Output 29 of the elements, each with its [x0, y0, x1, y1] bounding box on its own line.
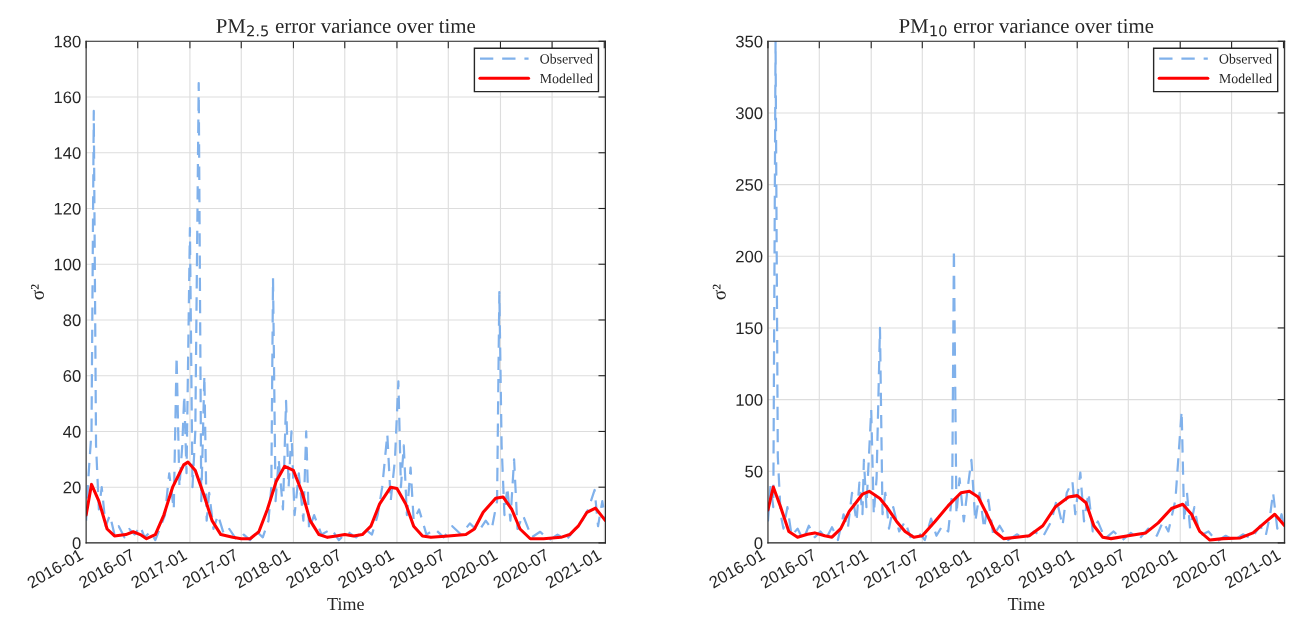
y-tick-label: 350	[735, 35, 763, 48]
y-tick-label: 0	[754, 537, 763, 550]
x-axis-title: Time	[1007, 597, 1045, 611]
y-tick-label: 140	[54, 147, 81, 159]
y-axis-title: σ²	[30, 284, 44, 300]
y-tick-label: 50	[745, 465, 763, 478]
y-tick-label: 160	[54, 91, 81, 104]
chart-title: PM$_{2.5}$ error variance over time	[216, 18, 476, 37]
y-tick-label: 120	[54, 202, 81, 215]
line-series	[767, 41, 1285, 543]
y-tick-label: 20	[63, 481, 81, 494]
x-axis-title: Time	[327, 597, 364, 611]
legend-label: Observed	[1219, 53, 1272, 64]
y-tick-label: 40	[63, 425, 81, 438]
y-tick-label: 300	[735, 107, 763, 120]
y-tick-label: 250	[736, 179, 763, 191]
y-tick-label: 100	[54, 258, 81, 271]
legend-label: Modelled	[1219, 73, 1272, 84]
y-tick-label: 100	[736, 394, 763, 406]
legend-label: Modelled	[540, 73, 593, 84]
y-axis-title: σ²	[712, 284, 726, 300]
y-tick-label: 150	[736, 322, 763, 335]
y-tick-label: 60	[63, 370, 81, 382]
y-tick-label: 200	[736, 250, 763, 263]
y-tick-label: 80	[63, 314, 81, 327]
y-tick-label: 180	[54, 35, 81, 48]
y-tick-label: 0	[72, 537, 81, 550]
legend-label: Observed	[540, 53, 593, 64]
chart-title: PM$_{10}$ error variance over time	[899, 18, 1154, 37]
